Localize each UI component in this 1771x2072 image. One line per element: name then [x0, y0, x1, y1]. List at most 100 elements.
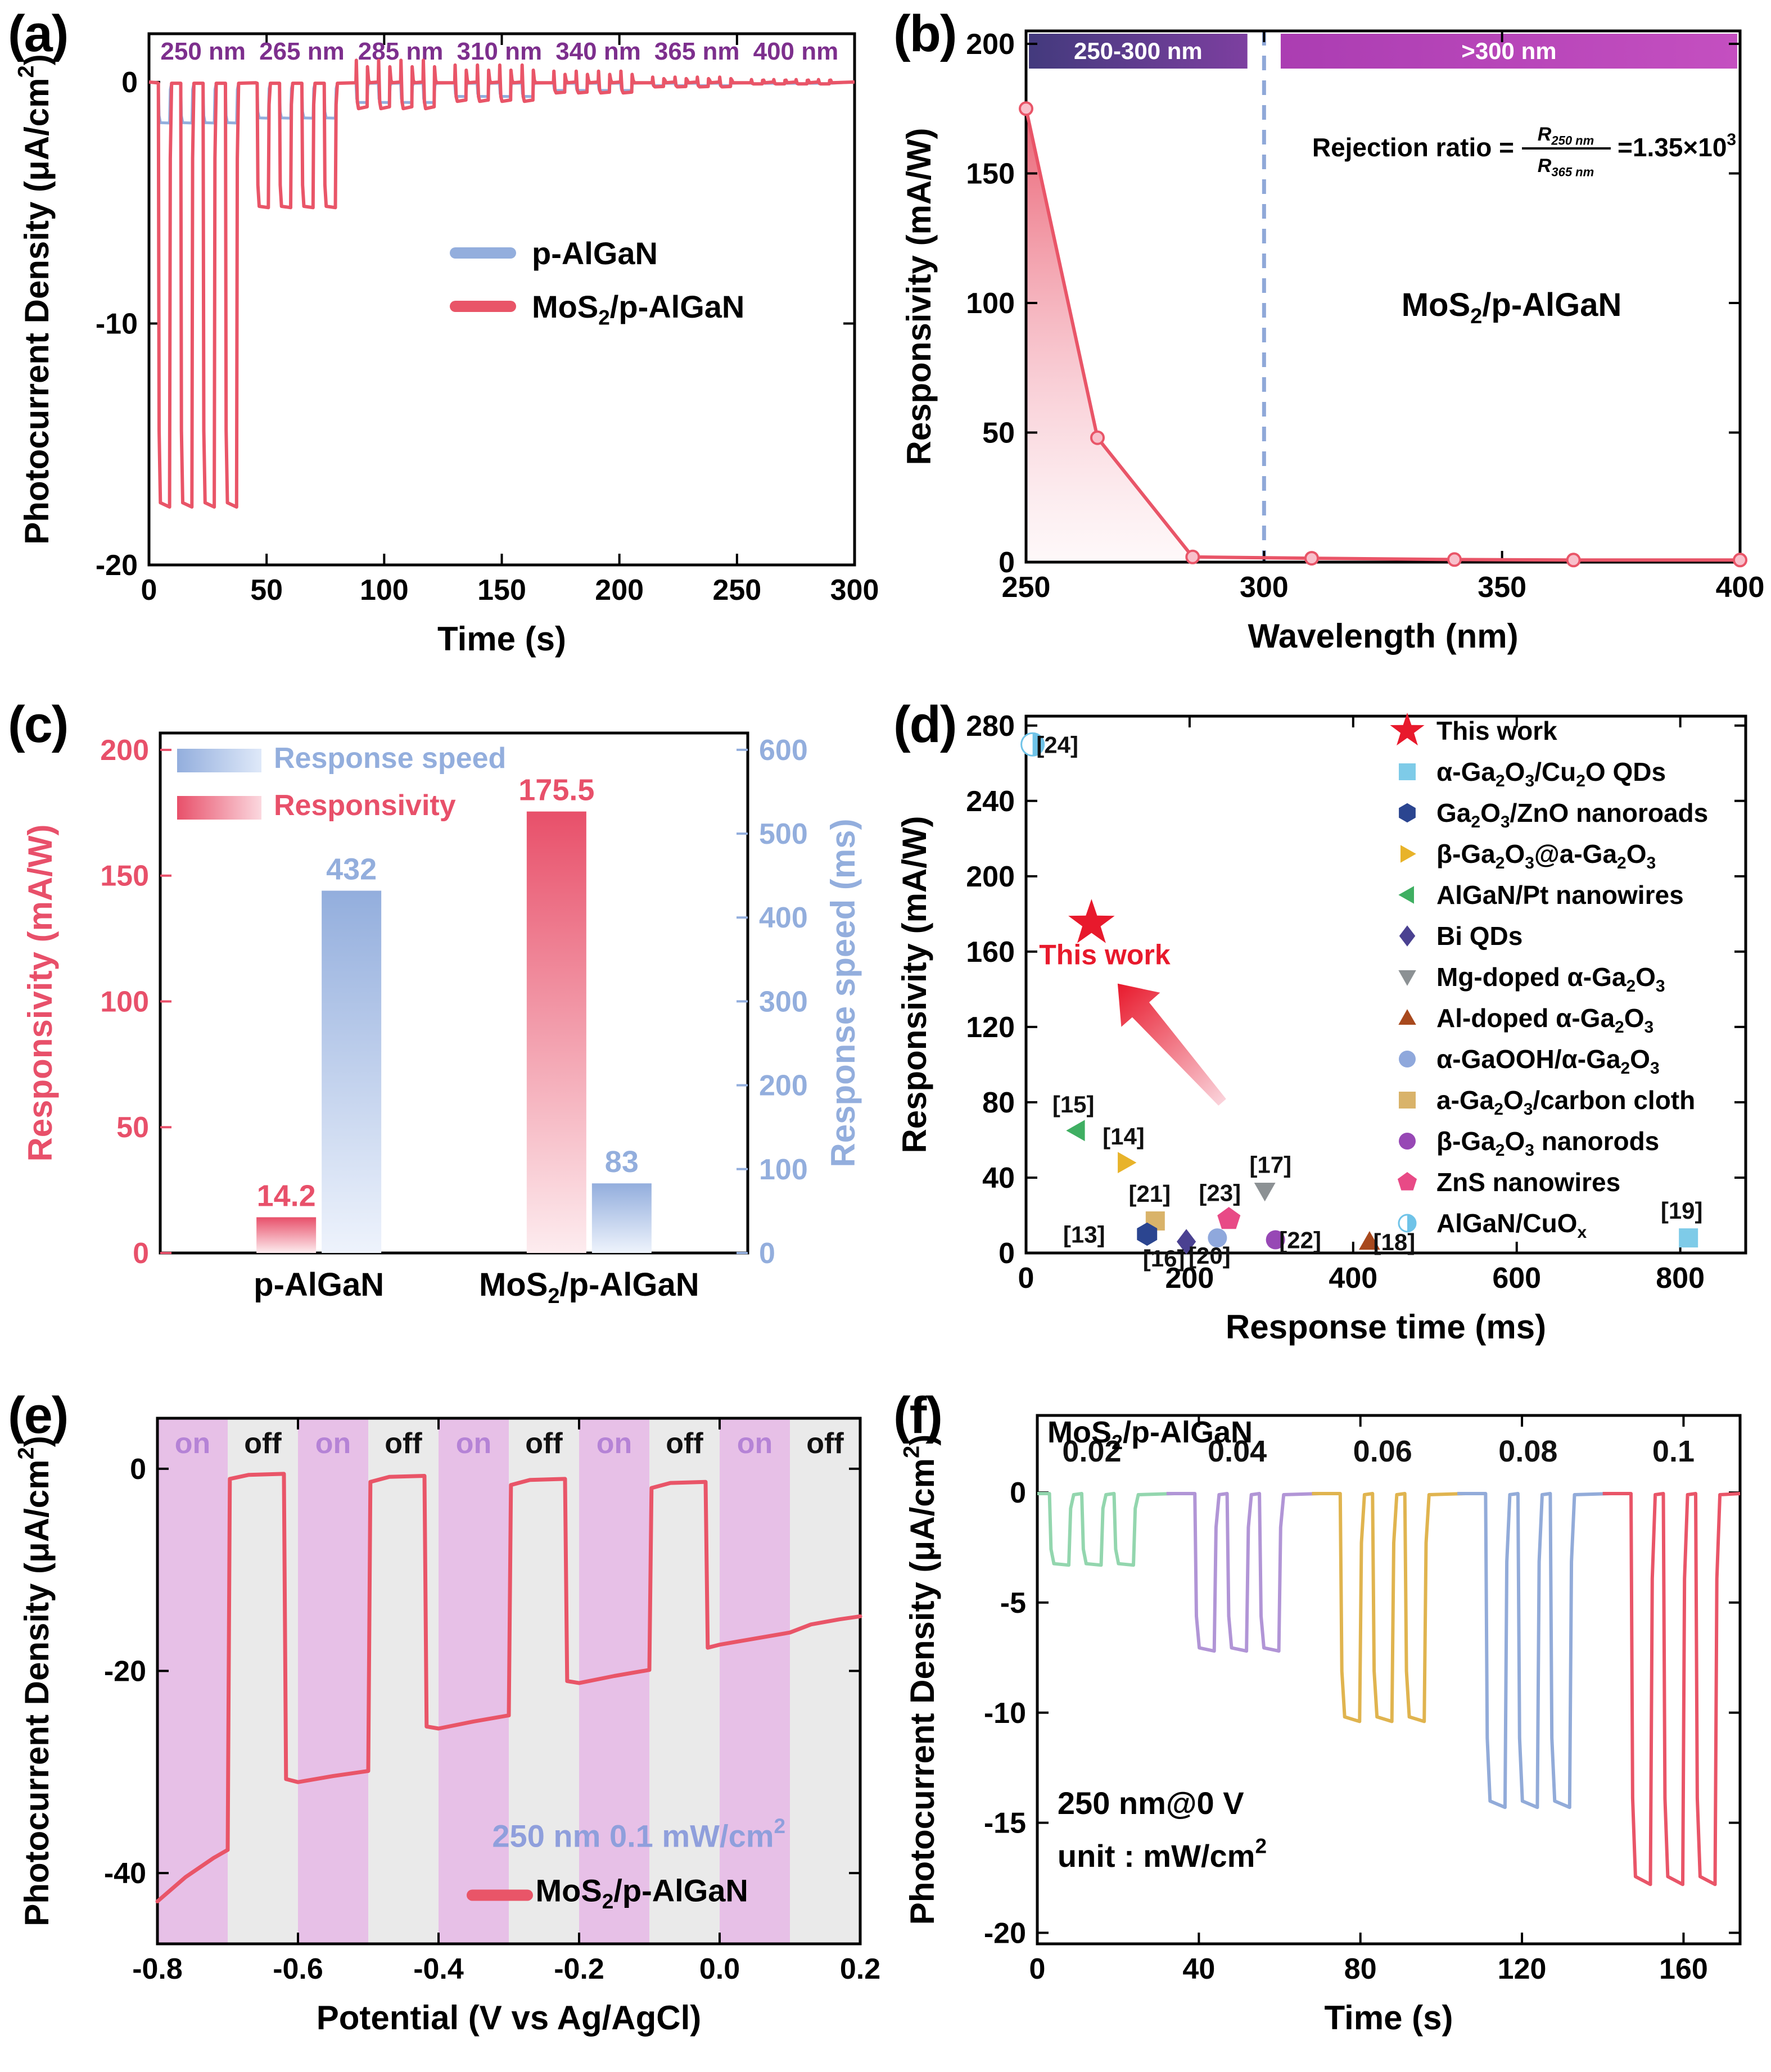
svg-text:Ga2O3/ZnO nanoroads: Ga2O3/ZnO nanoroads	[1436, 798, 1708, 831]
svg-text:300: 300	[759, 985, 808, 1018]
svg-text:Mg-doped α-Ga2O3: Mg-doped α-Ga2O3	[1436, 962, 1665, 996]
svg-text:-0.2: -0.2	[554, 1953, 604, 1985]
svg-text:[23]: [23]	[1199, 1180, 1241, 1206]
svg-text:α-GaOOH/α-Ga2O3: α-GaOOH/α-Ga2O3	[1436, 1044, 1660, 1078]
svg-text:Wavelength (nm): Wavelength (nm)	[1248, 617, 1518, 655]
svg-text:50: 50	[116, 1111, 149, 1144]
svg-text:[19]: [19]	[1661, 1197, 1703, 1224]
svg-text:[17]: [17]	[1249, 1151, 1291, 1178]
svg-text:0.06: 0.06	[1353, 1435, 1412, 1468]
svg-text:Time (s): Time (s)	[437, 620, 566, 658]
svg-text:on: on	[737, 1427, 773, 1460]
svg-text:310 nm: 310 nm	[457, 38, 542, 65]
panel-d-chart: 0 200 400 600 800 0 40 80 120 160 200 240 280 Respons…	[896, 710, 1747, 1346]
svg-text:175.5: 175.5	[518, 773, 594, 807]
svg-text:200: 200	[100, 734, 149, 767]
svg-text:250 nm@0 V: 250 nm@0 V	[1058, 1785, 1244, 1821]
panel-e: (e) on off on off on off on off on off -0.8 -0.6 -0.…	[0, 1382, 885, 2072]
svg-text:200: 200	[759, 1070, 808, 1102]
panel-c: (c) 0 50 100 150 200 0 100 200 300 400 500 600 Respo…	[0, 691, 885, 1382]
svg-text:Responsivity (mA/W): Responsivity (mA/W)	[900, 128, 938, 465]
svg-text:0: 0	[1029, 1953, 1046, 1985]
svg-text:-20: -20	[96, 549, 138, 582]
svg-text:400: 400	[1716, 571, 1765, 604]
svg-text:150: 150	[100, 860, 149, 893]
svg-text:MoS2/p-AlGaN: MoS2/p-AlGaN	[1047, 1415, 1253, 1454]
svg-text:250 nm 0.1 mW/cm2: 250 nm 0.1 mW/cm2	[492, 1815, 785, 1854]
panel-f-chart: 0 40 80 120 160 0 -5 -10 -15 -20 Time (s) Photocurr…	[900, 1414, 1742, 2037]
svg-text:Response speed: Response speed	[274, 742, 506, 775]
svg-text:50: 50	[982, 417, 1015, 450]
svg-text:265 nm: 265 nm	[259, 38, 345, 65]
svg-text:40: 40	[1182, 1953, 1215, 1985]
svg-text:Responsivity: Responsivity	[274, 789, 456, 822]
svg-text:250: 250	[712, 574, 761, 607]
svg-text:800: 800	[1656, 1262, 1705, 1295]
svg-text:80: 80	[1344, 1953, 1377, 1985]
svg-text:40: 40	[982, 1162, 1015, 1195]
svg-text:300: 300	[1240, 571, 1289, 604]
svg-text:500: 500	[759, 818, 808, 850]
svg-text:200: 200	[1165, 1262, 1214, 1295]
svg-text:Responsivity (mA/W): Responsivity (mA/W)	[896, 816, 933, 1153]
svg-text:0.0: 0.0	[699, 1953, 740, 1985]
svg-text:-40: -40	[104, 1857, 146, 1890]
svg-text:>300 nm: >300 nm	[1461, 38, 1556, 64]
svg-text:160: 160	[966, 936, 1015, 969]
svg-text:240: 240	[966, 785, 1015, 818]
svg-text:p-AlGaN: p-AlGaN	[532, 236, 658, 271]
panel-e-chart: on off on off on off on off on off-0.8 -0.6 -0.4 -0.…	[14, 1417, 880, 2037]
svg-text:This work: This work	[1436, 716, 1557, 745]
svg-text:0: 0	[1018, 1262, 1034, 1295]
svg-text:on: on	[597, 1427, 632, 1460]
svg-text:250-300 nm: 250-300 nm	[1074, 38, 1203, 64]
svg-text:400 nm: 400 nm	[753, 38, 839, 65]
svg-text:0: 0	[1010, 1477, 1026, 1509]
panel-a-letter: (a)	[8, 5, 69, 62]
svg-text:MoS2/p-AlGaN: MoS2/p-AlGaN	[536, 1872, 748, 1912]
svg-text:14.2: 14.2	[257, 1179, 316, 1213]
svg-text:0.1: 0.1	[1652, 1435, 1695, 1468]
svg-text:340 nm: 340 nm	[555, 38, 641, 65]
svg-text:MoS2/p-AlGaN: MoS2/p-AlGaN	[479, 1266, 699, 1308]
svg-text:MoS2/p-AlGaN: MoS2/p-AlGaN	[1402, 287, 1622, 328]
svg-text:[24]: [24]	[1036, 731, 1078, 758]
panel-c-letter: (c)	[8, 696, 69, 753]
svg-text:[16]: [16]	[1143, 1245, 1185, 1272]
panel-a: (a) 0 50 100 150 200 250 300 0 -10 -20 Time (s) Pho…	[0, 0, 885, 691]
svg-text:[15]: [15]	[1052, 1091, 1095, 1118]
svg-text:[14]: [14]	[1103, 1123, 1145, 1150]
panel-f: (f) 0 40 80 120 160 0 -5 -10 -15 -20 Time (s) Photo…	[885, 1382, 1771, 2072]
svg-text:600: 600	[1492, 1262, 1541, 1295]
svg-text:on: on	[456, 1427, 492, 1460]
svg-text:83: 83	[605, 1145, 639, 1179]
svg-text:200: 200	[966, 28, 1015, 61]
svg-text:0.04: 0.04	[1208, 1435, 1267, 1468]
svg-text:-20: -20	[984, 1917, 1026, 1949]
svg-text:365 nm: 365 nm	[654, 38, 740, 65]
svg-text:off: off	[385, 1427, 422, 1460]
svg-text:280: 280	[966, 710, 1015, 743]
svg-text:off: off	[244, 1427, 282, 1460]
svg-text:250: 250	[1002, 571, 1051, 604]
panel-a-chart: 0 50 100 150 200 250 300 0 -10 -20 Time (s) Photocu…	[14, 32, 879, 658]
svg-text:on: on	[175, 1427, 211, 1460]
svg-text:0: 0	[130, 1453, 146, 1486]
svg-text:-0.6: -0.6	[273, 1953, 323, 1985]
svg-text:50: 50	[250, 574, 283, 607]
svg-text:0.02: 0.02	[1062, 1435, 1121, 1468]
svg-text:Time (s): Time (s)	[1325, 1999, 1453, 2037]
svg-text:80: 80	[982, 1087, 1015, 1119]
svg-text:Responsivity (mA/W): Responsivity (mA/W)	[21, 824, 59, 1161]
svg-text:-10: -10	[96, 307, 138, 340]
svg-text:250 nm: 250 nm	[160, 38, 246, 65]
svg-text:[18]: [18]	[1374, 1229, 1416, 1255]
panel-d-letter: (d)	[893, 696, 957, 753]
svg-text:[13]: [13]	[1063, 1221, 1105, 1247]
svg-text:Photocurrent Density (μA/cm2): Photocurrent Density (μA/cm2)	[14, 54, 56, 544]
panel-b: (b) 250-300 nm >300 nm 250 300 350 400 0 50 100 1…	[885, 0, 1771, 691]
svg-text:-5: -5	[1000, 1587, 1026, 1619]
svg-text:p-AlGaN: p-AlGaN	[254, 1266, 384, 1303]
svg-text:Rejection ratio =: Rejection ratio =	[1312, 133, 1514, 162]
svg-text:100: 100	[360, 574, 409, 607]
